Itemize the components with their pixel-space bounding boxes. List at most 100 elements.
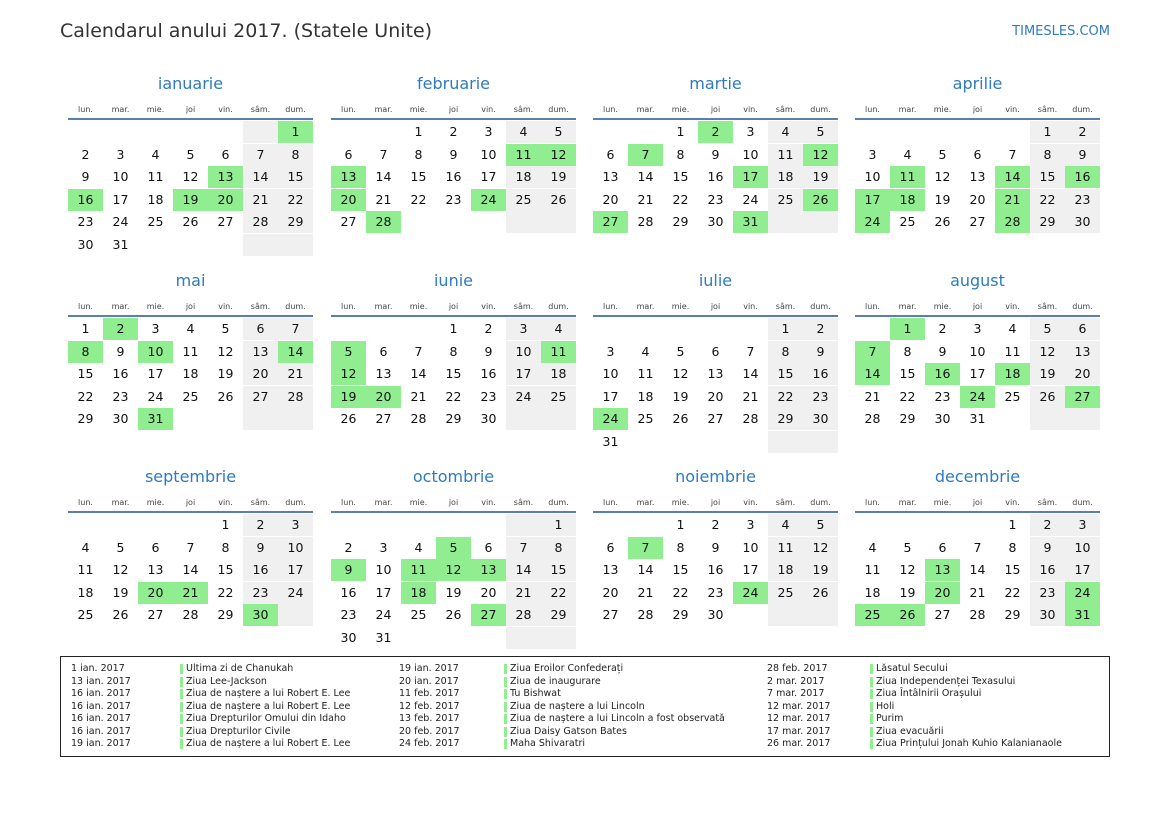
day: 5 (803, 514, 838, 536)
holiday-name: Tu Bishwat (510, 688, 561, 699)
empty-cell (208, 121, 243, 143)
day: 19 (217, 366, 234, 381)
empty-cell (855, 514, 890, 536)
empty-cell (698, 318, 733, 340)
day: 23 (803, 385, 838, 408)
weekday: sâm. (250, 498, 271, 507)
day: 7 (746, 343, 755, 359)
weekday: mar. (111, 498, 130, 507)
day: 22 (1004, 584, 1021, 600)
holiday-name: Ziua Prințului Jonah Kuhio Kalanianaole (876, 738, 1062, 749)
day: 22 (77, 388, 94, 404)
day: 17 (147, 366, 164, 381)
weekday: vin. (743, 105, 758, 114)
day: 2 (103, 318, 138, 340)
day: 29 (278, 211, 313, 233)
day: 12 (899, 562, 916, 577)
day: 1 (221, 517, 230, 532)
day: 13 (969, 169, 986, 184)
empty-cell (366, 318, 401, 340)
day: 27 (217, 214, 234, 229)
day: 17 (278, 559, 313, 581)
day: 19 (1030, 363, 1065, 385)
holiday-date: 24 feb. 2017 (399, 738, 460, 749)
month-rule (855, 315, 1100, 317)
weekday: dum. (548, 498, 569, 507)
month-rule (331, 118, 576, 120)
day: 31 (602, 433, 619, 449)
day: 11 (541, 340, 576, 363)
weekday: vin. (743, 498, 758, 507)
day: 27 (375, 411, 392, 426)
day: 8 (541, 536, 576, 559)
day: 16 (68, 188, 103, 211)
day: 12 (331, 363, 366, 385)
day: 26 (672, 411, 689, 426)
day: 7 (414, 343, 423, 359)
month-name: decembrie (934, 467, 1021, 486)
weekday: lun. (865, 105, 880, 114)
day: 11 (147, 169, 164, 184)
day: 22 (445, 388, 462, 404)
day: 20 (243, 363, 278, 385)
weekday: joi (448, 302, 459, 311)
holiday-date: 2 mar. 2017 (767, 675, 825, 687)
day: 28 (637, 607, 654, 622)
empty-cell (366, 121, 401, 143)
day: 10 (278, 536, 313, 559)
holiday-marker (870, 726, 873, 737)
day: 24 (742, 191, 759, 207)
day: 14 (855, 363, 890, 385)
day: 6 (606, 146, 615, 162)
empty-cell (138, 514, 173, 536)
day: 30 (243, 604, 278, 626)
weekday: mie. (409, 105, 428, 114)
weekday: vin. (481, 302, 496, 311)
day: 28 (410, 411, 427, 426)
holiday-name: Ziua de naștere a lui Robert E. Lee (186, 688, 351, 699)
day: 24 (855, 211, 890, 233)
empty-cell (506, 211, 541, 233)
month-name: ianuarie (157, 74, 224, 93)
day: 8 (414, 146, 423, 162)
day: 18 (541, 363, 576, 385)
holiday-marker (504, 701, 507, 712)
day: 2 (81, 146, 90, 162)
holiday-name: Lăsatul Secului (876, 663, 948, 674)
day: 4 (768, 514, 803, 536)
weekday: lun. (78, 302, 93, 311)
weekday: dum. (810, 105, 831, 114)
day: 3 (746, 124, 755, 139)
day: 22 (410, 191, 427, 207)
day: 18 (506, 166, 541, 188)
weekday: lun. (603, 302, 618, 311)
empty-cell (506, 626, 541, 649)
day: 2 (484, 321, 493, 336)
weekday: lun. (603, 105, 618, 114)
site-link[interactable]: TIMESLES.COM (1012, 24, 1110, 39)
weekday: mar. (374, 498, 393, 507)
weekday: lun. (78, 498, 93, 507)
day: 9 (449, 146, 458, 162)
empty-cell (401, 318, 436, 340)
day: 27 (593, 211, 628, 233)
day: 28 (182, 607, 199, 622)
weekday: dum. (810, 498, 831, 507)
day: 17 (733, 166, 768, 188)
day: 20 (331, 188, 366, 211)
day: 24 (593, 408, 628, 430)
day: 1 (890, 318, 925, 340)
day: 26 (340, 411, 357, 426)
day: 23 (707, 191, 724, 207)
day: 25 (410, 607, 427, 622)
day: 19 (803, 166, 838, 188)
day: 21 (243, 188, 278, 211)
holiday-name: Ziua de naștere a lui Robert E. Lee (186, 700, 351, 712)
day: 5 (436, 536, 471, 559)
holiday-date: 19 ian. 2017 (399, 663, 459, 674)
day: 15 (77, 366, 94, 381)
day: 6 (344, 146, 353, 162)
day: 30 (112, 411, 129, 426)
holiday-name: Ziua Întâlnirii Orașului (876, 688, 982, 699)
